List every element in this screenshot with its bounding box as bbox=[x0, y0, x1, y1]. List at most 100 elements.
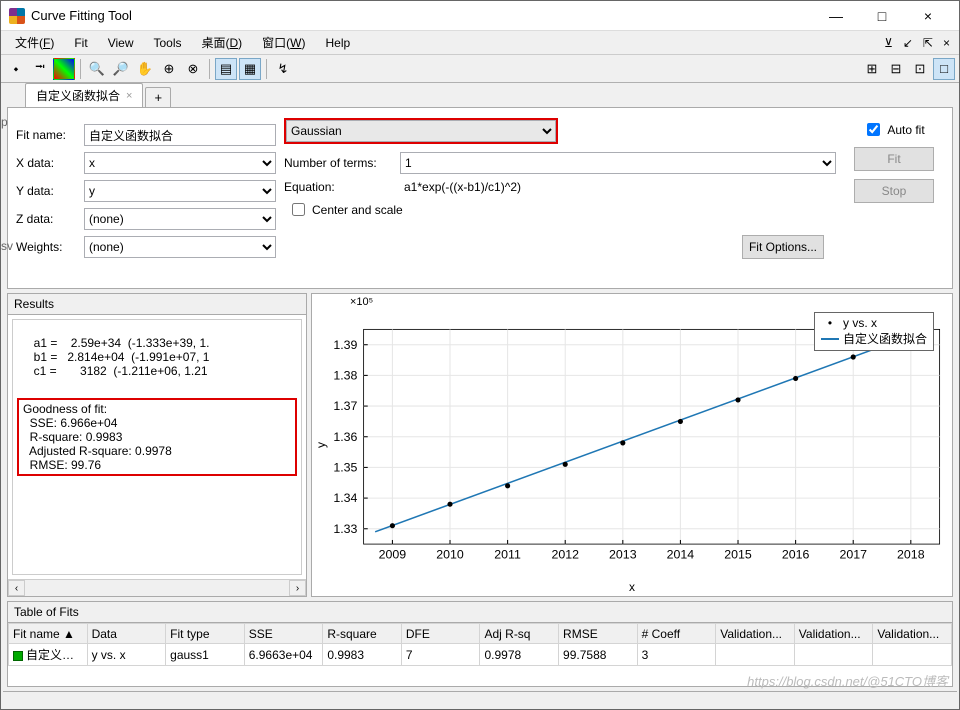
open-icon[interactable]: ⭲ bbox=[29, 58, 51, 80]
nterms-label: Number of terms: bbox=[284, 156, 394, 170]
palette-icon[interactable] bbox=[53, 58, 75, 80]
close-button[interactable]: × bbox=[905, 1, 951, 31]
layout-1-icon[interactable]: ⊞ bbox=[861, 58, 883, 80]
weights-label: Weights: bbox=[16, 240, 78, 254]
tof-header[interactable]: DFE bbox=[401, 624, 480, 644]
zoom-out-icon[interactable]: 🔎 bbox=[110, 58, 132, 80]
maximize-button[interactable]: □ bbox=[859, 1, 905, 31]
menu-item[interactable]: Help bbox=[318, 34, 359, 52]
results-panel: Results a1 = 2.59e+34 (-1.333e+39, 1. b1… bbox=[7, 293, 307, 597]
fit-type-select[interactable]: Gaussian bbox=[286, 120, 556, 142]
xdata-select[interactable]: x bbox=[84, 152, 276, 174]
data-cursor-icon[interactable]: ⊕ bbox=[158, 58, 180, 80]
window-title: Curve Fitting Tool bbox=[31, 8, 813, 23]
weights-select[interactable]: (none) bbox=[84, 236, 276, 258]
tof-header[interactable]: RMSE bbox=[559, 624, 638, 644]
center-scale-checkbox[interactable] bbox=[292, 203, 305, 216]
tof-header[interactable]: R-square bbox=[323, 624, 402, 644]
scroll-left-icon[interactable]: ‹ bbox=[8, 580, 25, 596]
stop-button[interactable]: Stop bbox=[854, 179, 934, 203]
tab-add-button[interactable]: + bbox=[145, 87, 171, 107]
fit-name-input[interactable] bbox=[84, 124, 276, 146]
menu-bar: 文件(F)Fit ViewTools 桌面(D)窗口(W) Help ⊻ ↙ ⇱ × bbox=[1, 31, 959, 55]
tof-header[interactable]: Data bbox=[87, 624, 166, 644]
legend-icon[interactable]: ▤ bbox=[215, 58, 237, 80]
exclude-icon[interactable]: ⊗ bbox=[182, 58, 204, 80]
y-multiplier: ×10⁵ bbox=[350, 296, 373, 308]
scroll-right-icon[interactable]: › bbox=[289, 580, 306, 596]
table-of-fits[interactable]: Fit name ▲DataFit typeSSER-squareDFEAdj … bbox=[8, 623, 952, 666]
menu-item[interactable]: View bbox=[100, 34, 142, 52]
tof-header[interactable]: # Coeff bbox=[637, 624, 716, 644]
layout-2-icon[interactable]: ⊟ bbox=[885, 58, 907, 80]
menu-item[interactable]: 文件(F) bbox=[7, 32, 62, 53]
minimize-button[interactable]: — bbox=[813, 1, 859, 31]
fit-button[interactable]: Fit bbox=[854, 147, 934, 171]
xdata-label: X data: bbox=[16, 156, 78, 170]
svg-text:2010: 2010 bbox=[436, 548, 464, 562]
tof-header[interactable]: SSE bbox=[244, 624, 323, 644]
layout-4-icon[interactable]: □ bbox=[933, 58, 955, 80]
tof-header[interactable]: Validation... bbox=[873, 624, 952, 644]
tof-header[interactable]: Fit name ▲ bbox=[9, 624, 88, 644]
residuals-icon[interactable]: ↯ bbox=[272, 58, 294, 80]
ydata-label: Y data: bbox=[16, 184, 78, 198]
results-coeffs: a1 = 2.59e+34 (-1.333e+39, 1. b1 = 2.814… bbox=[17, 336, 209, 378]
tof-title: Table of Fits bbox=[8, 602, 952, 623]
mdi-button[interactable]: ↙ bbox=[900, 36, 916, 50]
workspace: 自定义函数拟合 × + Fit name: X data: x Y data: … bbox=[1, 83, 959, 709]
results-text[interactable]: a1 = 2.59e+34 (-1.333e+39, 1. b1 = 2.814… bbox=[12, 319, 302, 575]
tof-cell: gauss1 bbox=[166, 644, 245, 666]
tof-header[interactable]: Fit type bbox=[166, 624, 245, 644]
menu-item[interactable]: Tools bbox=[145, 34, 189, 52]
status-bar bbox=[3, 691, 957, 709]
legend-fit: 自定义函数拟合 bbox=[843, 330, 927, 347]
tof-cell: 0.9983 bbox=[323, 644, 402, 666]
tof-cell: 自定义函... bbox=[9, 644, 88, 666]
gof-title: Goodness of fit: bbox=[23, 402, 107, 416]
tof-cell: 99.7588 bbox=[559, 644, 638, 666]
new-fit-icon[interactable]: ⬩ bbox=[5, 58, 27, 80]
svg-text:1.33: 1.33 bbox=[333, 522, 357, 536]
tof-cell bbox=[716, 644, 795, 666]
tof-header[interactable]: Adj R-sq bbox=[480, 624, 559, 644]
plot-panel: ×10⁵ y x 2009201020112012201320142015201… bbox=[311, 293, 953, 597]
mdi-button[interactable]: ⇱ bbox=[920, 36, 936, 50]
tab-label: 自定义函数拟合 bbox=[36, 87, 120, 104]
menu-item[interactable]: 窗口(W) bbox=[254, 32, 313, 53]
mdi-button[interactable]: ⊻ bbox=[881, 36, 896, 50]
results-hscroll[interactable]: ‹ › bbox=[8, 579, 306, 596]
zdata-label: Z data: bbox=[16, 212, 78, 226]
tab-fit[interactable]: 自定义函数拟合 × bbox=[25, 83, 143, 107]
tof-header[interactable]: Validation... bbox=[794, 624, 873, 644]
svg-text:2009: 2009 bbox=[379, 548, 407, 562]
auto-fit-checkbox[interactable] bbox=[867, 123, 880, 136]
tof-cell: 0.9978 bbox=[480, 644, 559, 666]
zoom-in-icon[interactable]: 🔍 bbox=[86, 58, 108, 80]
svg-text:1.37: 1.37 bbox=[333, 399, 357, 413]
svg-text:2017: 2017 bbox=[839, 548, 867, 562]
svg-text:2012: 2012 bbox=[551, 548, 579, 562]
zdata-select[interactable]: (none) bbox=[84, 208, 276, 230]
fit-options-button[interactable]: Fit Options... bbox=[742, 235, 824, 259]
center-scale-label: Center and scale bbox=[312, 203, 403, 217]
grid-icon[interactable]: ▦ bbox=[239, 58, 261, 80]
pan-icon[interactable]: ✋ bbox=[134, 58, 156, 80]
table-of-fits-panel: Table of Fits Fit name ▲DataFit typeSSER… bbox=[7, 601, 953, 687]
menu-item[interactable]: Fit bbox=[66, 34, 95, 52]
ydata-select[interactable]: y bbox=[84, 180, 276, 202]
layout-3-icon[interactable]: ⊡ bbox=[909, 58, 931, 80]
nterms-select[interactable]: 1 bbox=[400, 152, 836, 174]
svg-text:1.39: 1.39 bbox=[333, 338, 357, 352]
table-row[interactable]: 自定义函...y vs. xgauss16.9663e+040.998370.9… bbox=[9, 644, 952, 666]
tab-close-icon[interactable]: × bbox=[126, 90, 132, 102]
y-axis-label: y bbox=[314, 442, 328, 448]
menu-item[interactable]: 桌面(D) bbox=[194, 32, 251, 53]
chart-legend[interactable]: •y vs. x 自定义函数拟合 bbox=[814, 312, 934, 351]
mdi-button[interactable]: × bbox=[940, 36, 953, 50]
tof-header[interactable]: Validation... bbox=[716, 624, 795, 644]
svg-text:2011: 2011 bbox=[494, 548, 521, 562]
svg-text:2014: 2014 bbox=[667, 548, 695, 562]
fit-name-label: Fit name: bbox=[16, 128, 78, 142]
tof-cell: 7 bbox=[401, 644, 480, 666]
